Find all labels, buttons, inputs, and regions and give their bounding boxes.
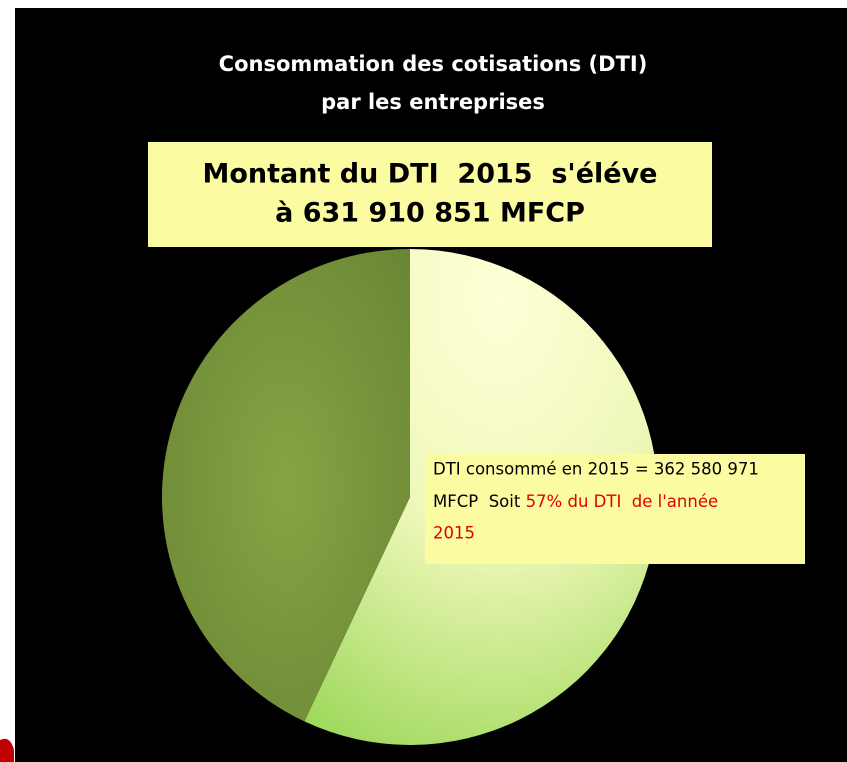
annotation-highlight: 2015 (433, 524, 475, 543)
annotation-text: MFCP Soit 57% du DTI de l'année (433, 492, 718, 511)
callout-text: Montant du DTI 2015 s'éléve (203, 159, 658, 190)
annotation-box (425, 454, 805, 564)
logo-fragment (0, 738, 14, 762)
callout-box (148, 142, 712, 247)
annotation-text: MFCP Soit (433, 492, 526, 511)
annotation-text: DTI consommé en 2015 = 362 580 971 (433, 460, 759, 479)
pie-slice (161, 249, 410, 722)
annotation-highlight: 57% du DTI de l'année (526, 492, 719, 511)
chart-title: Consommation des cotisations (DTI) (219, 52, 648, 76)
callout-text: à 631 910 851 MFCP (275, 198, 585, 229)
chart-title: par les entreprises (321, 90, 545, 114)
